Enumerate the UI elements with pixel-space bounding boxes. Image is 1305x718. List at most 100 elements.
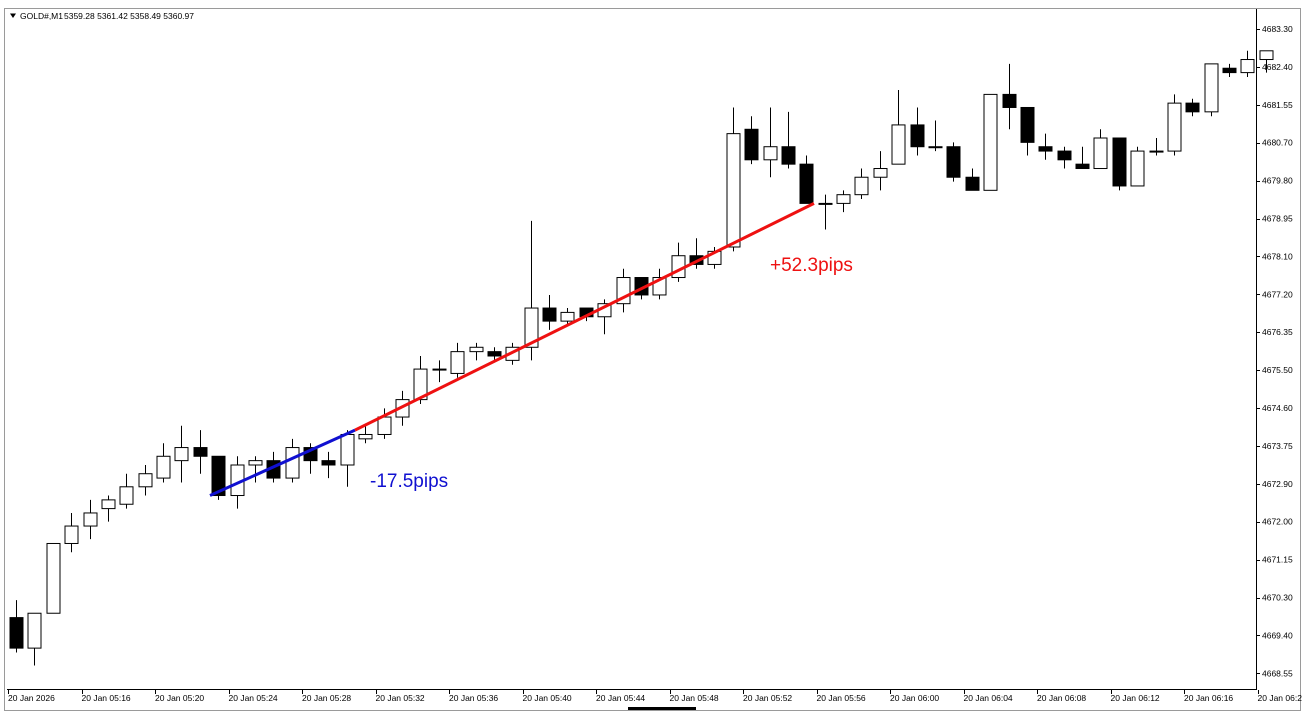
candle <box>1093 129 1108 170</box>
price-axis-label: 4673.75 <box>1262 441 1293 451</box>
candle-body-up <box>174 447 189 462</box>
candle-body-up <box>524 307 539 348</box>
candle <box>854 168 869 200</box>
price-axis-labels: 4683.30 4682.40 4681.55 4680.70 4679.80 4678.… <box>1262 24 1293 678</box>
candle-body-down <box>321 460 336 466</box>
candle <box>1204 63 1219 117</box>
triangle-down-icon[interactable] <box>10 13 16 19</box>
time-axis-label: 20 Jan 05:48 <box>670 693 719 703</box>
candle <box>248 456 263 483</box>
candle <box>1185 98 1200 117</box>
candle-body-up <box>285 447 300 479</box>
price-axis-label: 4674.60 <box>1262 403 1293 413</box>
candle <box>1130 146 1145 187</box>
candle <box>542 294 557 330</box>
time-axis-label: 20 Jan 05:36 <box>449 693 498 703</box>
candle <box>321 451 336 479</box>
time-axis-label: 20 Jan 05:32 <box>376 693 425 703</box>
candle <box>193 430 208 474</box>
candle <box>836 190 851 213</box>
candle-body-up <box>83 512 98 527</box>
candle <box>1038 133 1053 160</box>
candle-body-up <box>101 499 116 510</box>
candle-body-down <box>1222 67 1237 74</box>
candle-body-down <box>946 146 961 178</box>
time-axis-label: 20 Jan 2026 <box>8 693 55 703</box>
price-axis-label: 4671.15 <box>1262 555 1293 565</box>
candle-body-up <box>1130 150 1145 187</box>
symbol-label: GOLD#,M1 <box>20 11 63 21</box>
candle-body-up <box>358 433 373 440</box>
candle <box>285 438 300 483</box>
price-axis-label: 4679.80 <box>1262 176 1293 186</box>
candle-body-up <box>818 202 833 205</box>
candle-body-down <box>1075 163 1090 170</box>
candle-body-down <box>1112 137 1127 187</box>
candle <box>1222 63 1237 77</box>
pips-label-blue: -17.5pips <box>370 471 448 492</box>
candle <box>487 347 502 361</box>
candle <box>1112 137 1127 191</box>
candle-body-down <box>193 447 208 457</box>
candle-body-up <box>469 346 484 353</box>
candle <box>83 499 98 540</box>
price-axis-label: 4681.55 <box>1262 100 1293 110</box>
candle-body-up <box>726 133 741 248</box>
trend-line-blue[interactable] <box>209 428 356 497</box>
candle <box>9 600 24 653</box>
candle-body-down <box>542 307 557 322</box>
candle-body-up <box>450 351 465 374</box>
candle <box>616 268 631 313</box>
candle <box>469 342 484 361</box>
candle-body-down <box>744 128 759 161</box>
candle <box>1075 146 1090 170</box>
price-axis-label: 4680.70 <box>1262 138 1293 148</box>
time-axis-label: 20 Jan 05:24 <box>229 693 278 703</box>
price-axis-label: 4678.10 <box>1262 251 1293 261</box>
time-axis-label: 20 Jan 06:08 <box>1037 693 1086 703</box>
candle <box>1020 106 1035 156</box>
horizontal-scrollbar[interactable] <box>628 707 696 710</box>
candle <box>910 107 925 156</box>
candle-body-up <box>1240 59 1255 74</box>
candle <box>818 194 833 230</box>
candle <box>27 612 42 666</box>
candle <box>413 356 428 404</box>
time-axis-labels: 20 Jan 2026 20 Jan 05:16 20 Jan 05:20 20 Ja… <box>8 693 1302 703</box>
candle-body-up <box>64 525 79 544</box>
time-axis-label: 20 Jan 06:04 <box>964 693 1013 703</box>
candle-body-up <box>377 416 392 435</box>
candle <box>1167 94 1182 156</box>
candle-body-up <box>340 433 355 466</box>
candle <box>64 512 79 553</box>
candle-body-up <box>413 368 428 401</box>
candle-body-up <box>119 486 134 505</box>
candle-body-down <box>965 176 980 191</box>
trend-line-red[interactable] <box>354 202 815 432</box>
candle <box>1057 146 1072 169</box>
candle-body-up <box>854 176 869 196</box>
candle-body-up <box>1259 50 1274 61</box>
candle <box>891 90 906 165</box>
price-axis-label: 4676.35 <box>1262 327 1293 337</box>
candle-body-up <box>1093 137 1108 170</box>
candle <box>1259 50 1274 73</box>
candle <box>432 360 447 383</box>
candle <box>744 116 759 165</box>
time-axis-label: 20 Jan 06:2 <box>1258 693 1303 703</box>
candle <box>211 455 226 500</box>
candle-body-up <box>836 194 851 204</box>
candle <box>983 93 998 191</box>
time-axis-label: 20 Jan 05:28 <box>302 693 351 703</box>
candle <box>799 155 814 204</box>
candle-body-down <box>1020 106 1035 143</box>
candle-body-up <box>1204 63 1219 113</box>
candle-body-up <box>891 124 906 165</box>
time-axis-label: 20 Jan 05:52 <box>743 693 792 703</box>
candle-body-down <box>1185 102 1200 113</box>
candle <box>138 465 153 496</box>
candles-layer <box>9 50 1274 666</box>
price-axis-label: 4682.40 <box>1262 62 1293 72</box>
candle-body-up <box>138 473 153 488</box>
